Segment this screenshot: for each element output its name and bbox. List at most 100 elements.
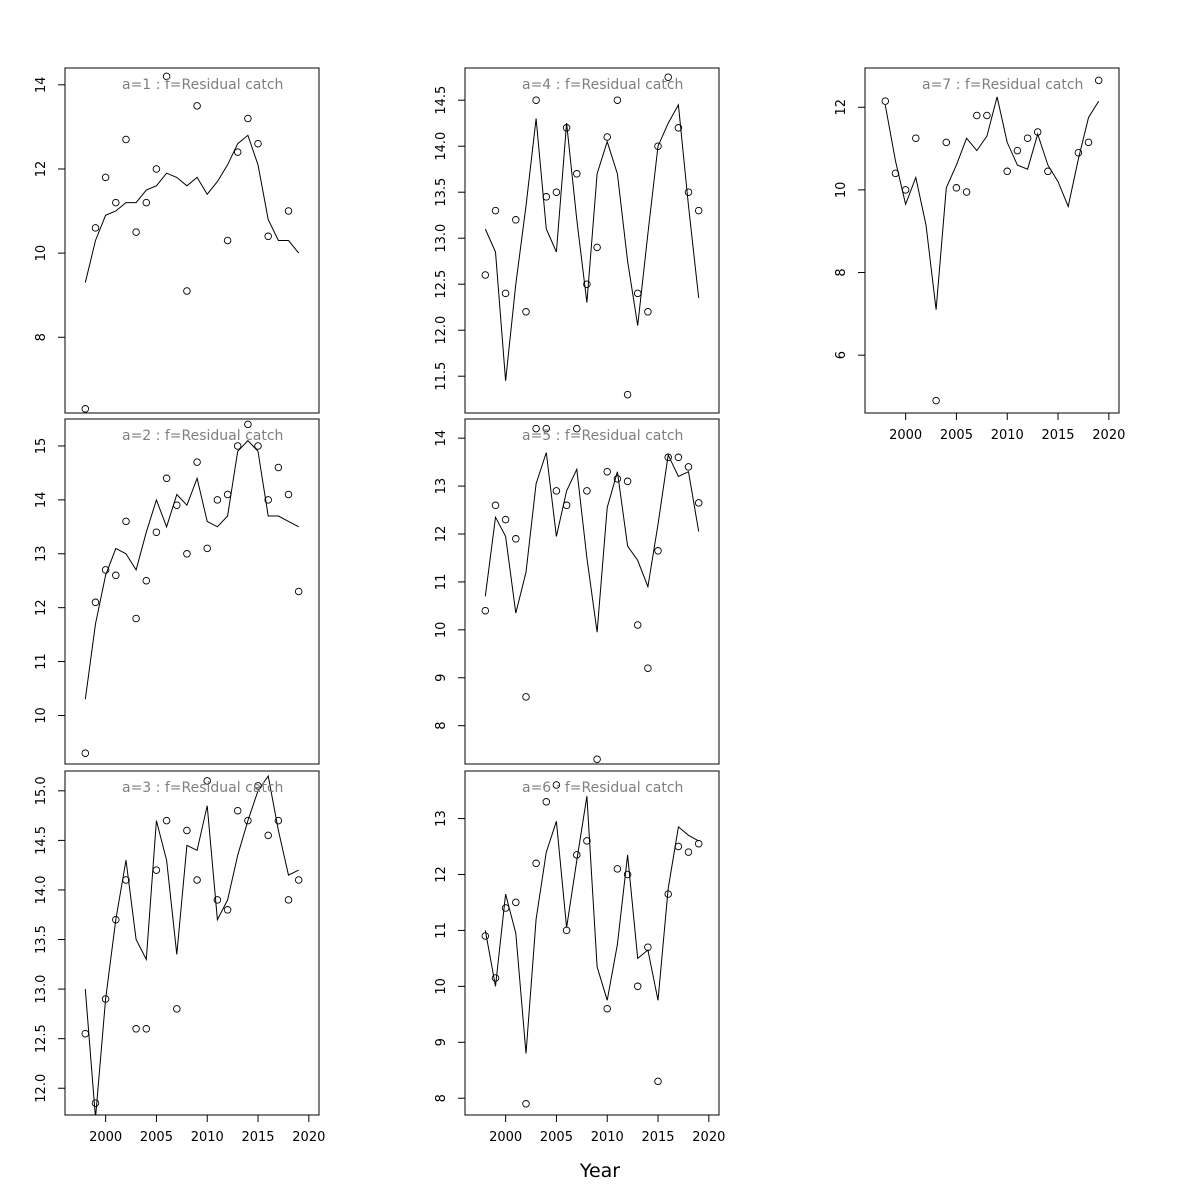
y-tick-label: 11.5 bbox=[434, 362, 449, 391]
panel-5: a=5 : f=Residual catch 8 9 10 11 12 13 14 bbox=[434, 418, 720, 765]
observed-point bbox=[481, 271, 490, 279]
observed-point bbox=[193, 458, 201, 466]
fitted-line bbox=[484, 796, 699, 1054]
y-tick-label: 13.5 bbox=[34, 925, 49, 954]
observed-point bbox=[213, 896, 222, 904]
observed-point bbox=[512, 898, 520, 907]
y-tick-label: 6 bbox=[834, 351, 849, 359]
observed-point bbox=[552, 188, 561, 196]
fitted-line bbox=[84, 439, 299, 700]
panel-title: a=2 : f=Residual catch bbox=[122, 428, 283, 444]
x-tick-label: 2005 bbox=[940, 428, 973, 443]
observed-point bbox=[522, 693, 530, 701]
observed-point bbox=[674, 453, 683, 462]
observed-point bbox=[264, 496, 272, 504]
observed-point bbox=[573, 424, 581, 433]
x-tick-label: 2020 bbox=[292, 1130, 325, 1145]
observed-point bbox=[142, 576, 151, 585]
observed-point bbox=[664, 890, 672, 898]
panel-4: a=4 : f=Residual catch 11.5 12.0 12.5 13.0 13… bbox=[434, 67, 720, 414]
observed-point bbox=[562, 926, 571, 935]
observed-point bbox=[583, 280, 591, 288]
x-tick-label: 2000 bbox=[889, 428, 922, 443]
observed-point bbox=[274, 463, 283, 472]
observed-point bbox=[623, 390, 632, 399]
plot-frame bbox=[64, 770, 320, 1116]
observed-point bbox=[223, 906, 232, 914]
y-tick-label: 14 bbox=[34, 77, 49, 94]
observed-point bbox=[91, 224, 100, 232]
observed-point bbox=[254, 139, 262, 148]
observed-point bbox=[1094, 76, 1103, 85]
observed-point bbox=[593, 243, 601, 252]
observed-point bbox=[583, 487, 591, 495]
observed-point bbox=[644, 664, 652, 672]
x-tick-label: 2020 bbox=[692, 1130, 725, 1145]
y-tick-label: 13 bbox=[434, 810, 449, 827]
panel-title: a=7 : f=Residual catch bbox=[922, 77, 1083, 93]
plot-area bbox=[881, 76, 1103, 405]
x-tick-label: 2015 bbox=[241, 1130, 274, 1145]
plot-frame bbox=[864, 67, 1120, 414]
panel-title: a=3 : f=Residual catch bbox=[122, 780, 283, 796]
plot-frame bbox=[464, 770, 720, 1116]
observed-point bbox=[152, 866, 161, 874]
observed-point bbox=[562, 124, 571, 132]
fitted-line bbox=[484, 103, 700, 381]
observed-point bbox=[633, 982, 642, 991]
y-tick-label: 10 bbox=[34, 245, 49, 262]
observed-point bbox=[183, 287, 191, 295]
observed-point bbox=[952, 184, 961, 192]
observed-point bbox=[613, 475, 622, 483]
observed-point bbox=[132, 228, 140, 236]
observed-point bbox=[664, 453, 672, 462]
observed-point bbox=[122, 876, 130, 884]
y-tick-label: 15 bbox=[34, 438, 49, 455]
observed-point bbox=[522, 1100, 530, 1108]
x-tick-label: 2000 bbox=[489, 1130, 522, 1145]
observed-point bbox=[491, 206, 500, 215]
x-axis-label: Year bbox=[579, 1160, 621, 1182]
observed-point bbox=[481, 606, 490, 615]
observed-point bbox=[694, 839, 703, 848]
observed-point bbox=[562, 501, 571, 510]
y-tick-label: 12.0 bbox=[434, 316, 449, 345]
panel-title: a=4 : f=Residual catch bbox=[522, 77, 683, 93]
observed-point bbox=[522, 308, 530, 316]
plot-area bbox=[481, 424, 703, 763]
observed-point bbox=[1023, 134, 1032, 142]
y-tick-label: 11 bbox=[34, 653, 49, 670]
x-tick-label: 2010 bbox=[191, 1130, 224, 1145]
observed-point bbox=[152, 528, 161, 536]
observed-point bbox=[664, 73, 672, 81]
observed-point bbox=[112, 915, 120, 924]
observed-point bbox=[193, 102, 201, 110]
observed-point bbox=[1003, 167, 1011, 176]
y-tick-label: 12 bbox=[34, 599, 49, 616]
y-tick-label: 12.5 bbox=[434, 270, 449, 299]
observed-point bbox=[81, 749, 90, 757]
observed-point bbox=[223, 236, 232, 245]
plot-area bbox=[481, 781, 703, 1108]
observed-point bbox=[912, 134, 920, 142]
y-tick-label: 14.5 bbox=[434, 86, 449, 115]
y-tick-label: 14.0 bbox=[434, 132, 449, 161]
observed-point bbox=[644, 308, 652, 316]
observed-point bbox=[122, 135, 130, 144]
observed-point bbox=[223, 490, 232, 499]
observed-point bbox=[623, 477, 632, 486]
observed-point bbox=[603, 1004, 611, 1013]
observed-point bbox=[532, 96, 540, 104]
observed-point bbox=[112, 571, 120, 580]
observed-point bbox=[694, 206, 703, 215]
observed-point bbox=[203, 777, 211, 785]
observed-point bbox=[654, 547, 662, 555]
observed-point bbox=[162, 72, 171, 81]
y-tick-label: 13 bbox=[434, 478, 449, 495]
observed-point bbox=[973, 111, 981, 120]
y-tick-label: 12 bbox=[834, 99, 849, 116]
observed-point bbox=[573, 170, 581, 178]
observed-point bbox=[183, 826, 191, 835]
observed-point bbox=[684, 848, 693, 856]
